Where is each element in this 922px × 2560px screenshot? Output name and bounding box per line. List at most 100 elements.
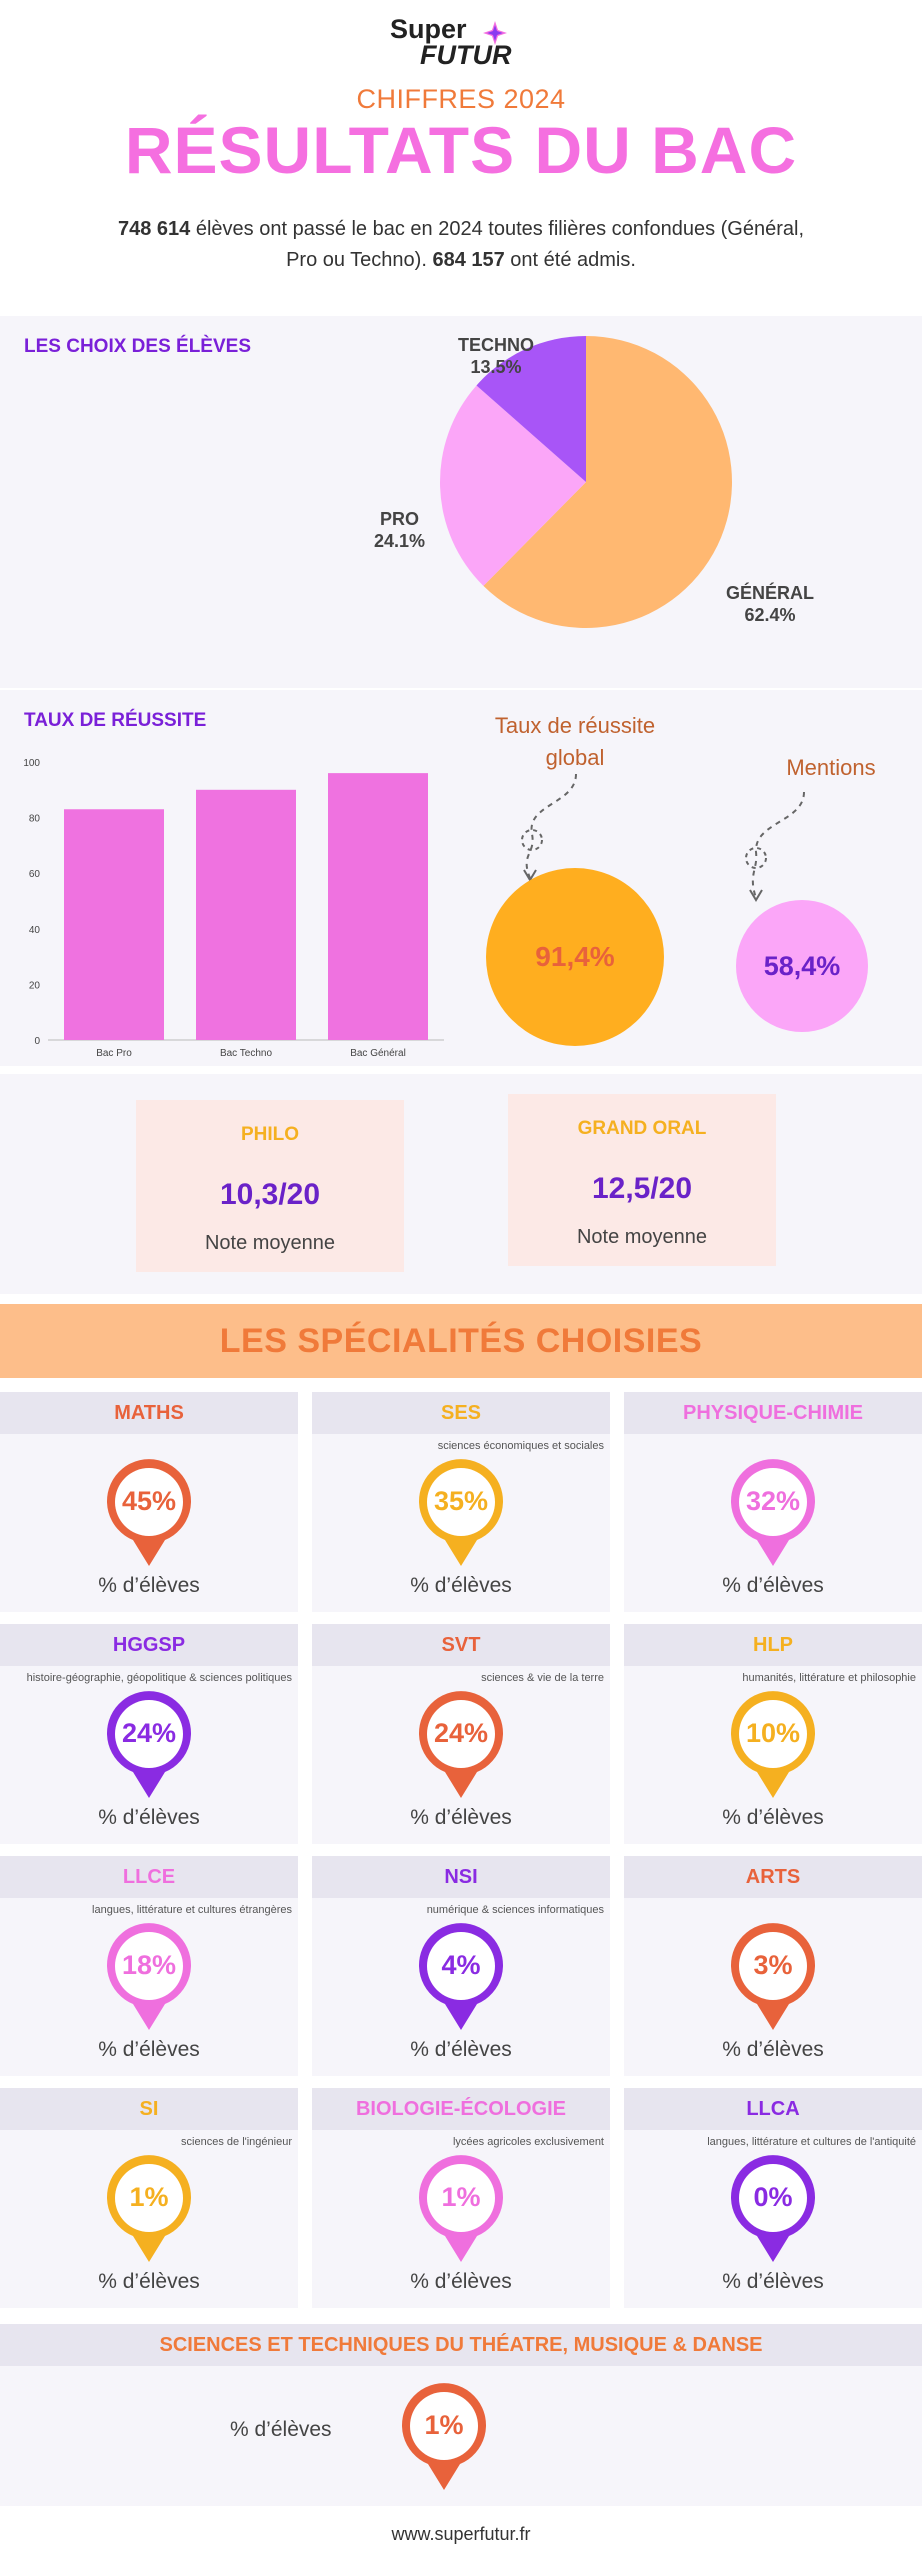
footer-url[interactable]: www.superfutur.fr <box>391 2524 531 2544</box>
specialty-value: 35% <box>433 1486 489 1516</box>
intro-candidates-count: 748 614 <box>117 218 191 240</box>
philo-card: PHILO 10,3/20 Note moyenne <box>136 1100 404 1272</box>
specialty-pin: 1% <box>103 2152 195 2264</box>
specialty-foot: % d’élèves <box>98 1806 200 1829</box>
specialty-name: PHYSIQUE-CHIMIE <box>624 1392 922 1434</box>
specialty-description: lycées agricoles exclusivement <box>452 2136 604 2148</box>
specialty-value: 4% <box>441 1950 481 1980</box>
specialty-value: 3% <box>753 1950 793 1980</box>
page-title: RÉSULTATS DU BAC <box>124 113 798 187</box>
specialty-pin: 4% <box>415 1920 507 2032</box>
pie-label-general-value: 62.4% <box>744 605 796 625</box>
specialty-pin: 24% <box>415 1688 507 1800</box>
pin-marker-icon-4 <box>419 1691 503 1798</box>
bar-category-label: Bac Général <box>350 1048 406 1059</box>
sparkle-icon <box>483 21 507 45</box>
choices-title: LES CHOIX DES ÉLÈVES <box>24 336 251 357</box>
specialty-name: NSI <box>312 1856 610 1898</box>
intro-text: 748 614 élèves ont passé le bac en 2024 … <box>100 214 822 276</box>
pie-label-techno-value: 13.5% <box>470 357 522 377</box>
pin-marker-icon-7 <box>419 1923 503 2030</box>
pie-label-general-name: GÉNÉRAL <box>726 583 815 603</box>
bar-y-tick: 60 <box>29 869 41 880</box>
specialty-pin: 35% <box>415 1456 507 1568</box>
pie-label-general: GÉNÉRAL 62.4% <box>726 582 814 626</box>
pin-marker-icon-1 <box>419 1459 503 1566</box>
specialty-description: humanités, littérature et philosophie <box>742 1672 916 1684</box>
theatre-pin: 1% <box>398 2380 490 2492</box>
pie-slice-pro <box>440 385 586 586</box>
global-rate-label-1: Taux de réussite <box>494 713 656 738</box>
superfutur-logo[interactable]: Super FUTUR <box>390 14 540 70</box>
pin-marker-icon-3 <box>107 1691 191 1798</box>
specialty-cell: SI sciences de l'ingénieur 1% % d’élèves <box>0 2088 298 2308</box>
specialty-description: sciences & vie de la terre <box>481 1672 604 1684</box>
intro-admitted-count: 684 157 <box>432 249 505 271</box>
specialty-cell: PHYSIQUE-CHIMIE 32% % d’élèves <box>624 1392 922 1612</box>
specialty-name: HGGSP <box>0 1624 298 1666</box>
specialty-description: sciences économiques et sociales <box>437 1440 604 1452</box>
grand-oral-card: GRAND ORAL 12,5/20 Note moyenne <box>508 1094 776 1266</box>
theatre-foot: % d’élèves <box>230 2418 332 2441</box>
specialty-foot: % d’élèves <box>722 2270 824 2293</box>
specialty-pin: 10% <box>727 1688 819 1800</box>
bar-y-tick: 20 <box>29 980 41 991</box>
specialty-cell: SES sciences économiques et sociales 35% % … <box>312 1392 610 1612</box>
bar-bac-pro <box>64 809 164 1040</box>
pin-marker-icon-theatre <box>402 2383 486 2490</box>
global-rate-label: Taux de réussite global <box>470 710 680 774</box>
specialty-cell: LLCA langues, littérature et cultures de … <box>624 2088 922 2308</box>
rates-bar-chart: 0 20 40 60 80 100 Bac Pro Bac Techno Bac Général <box>23 758 444 1059</box>
mentions-arrow-icon <box>745 791 805 902</box>
specialty-pin: 24% <box>103 1688 195 1800</box>
specialty-value: 24% <box>121 1718 177 1748</box>
grand-oral-sub: Note moyenne <box>576 1226 708 1248</box>
specialty-name: BIOLOGIE-ÉCOLOGIE <box>312 2088 610 2130</box>
specialty-value: 1% <box>441 2182 481 2212</box>
pin-marker-icon-10 <box>419 2155 503 2262</box>
rates-title: TAUX DE RÉUSSITE <box>24 710 207 731</box>
logo-futur-text: FUTUR <box>420 40 512 70</box>
pie-label-pro: PRO 24.1% <box>374 508 425 552</box>
year-label: CHIFFRES 2024 <box>356 84 566 114</box>
bar-y-tick: 80 <box>29 814 41 825</box>
specialty-foot: % d’élèves <box>410 1574 512 1597</box>
global-rate-label-2: global <box>545 745 605 770</box>
specialty-foot: % d’élèves <box>722 2038 824 2061</box>
pie-slice-techno <box>476 336 586 482</box>
pie-slice-général <box>483 336 732 628</box>
philo-value: 10,3/20 <box>219 1178 321 1211</box>
specialty-name: SVT <box>312 1624 610 1666</box>
specialty-name: MATHS <box>0 1392 298 1434</box>
specialties-banner: LES SPÉCIALITÉS CHOISIES <box>0 1304 922 1378</box>
specialty-pin: 18% <box>103 1920 195 2032</box>
specialty-foot: % d’élèves <box>98 2038 200 2061</box>
specialty-name: LLCA <box>624 2088 922 2130</box>
specialty-pin: 0% <box>727 2152 819 2264</box>
specialty-value: 10% <box>745 1718 801 1748</box>
specialty-cell: NSI numérique & sciences informatiques 4%%… <box>312 1856 610 2076</box>
pie-label-pro-name: PRO <box>380 509 420 529</box>
specialty-foot: % d’élèves <box>410 2038 512 2061</box>
specialties-title: LES SPÉCIALITÉS CHOISIES <box>219 1322 703 1360</box>
philo-sub: Note moyenne <box>204 1232 336 1254</box>
specialty-name: SI <box>0 2088 298 2130</box>
pie-label-pro-value: 24.1% <box>374 531 426 551</box>
bar-category-label: Bac Techno <box>220 1048 273 1059</box>
specialty-cell: HGGSP histoire-géographie, géopolitique &… <box>0 1624 298 1844</box>
pin-marker-icon-6 <box>107 1923 191 2030</box>
specialty-value: 32% <box>745 1486 801 1516</box>
specialty-description: langues, littérature et cultures étrangè… <box>92 1904 292 1916</box>
logo-super-text: Super <box>390 14 467 44</box>
specialty-pin: 45% <box>103 1456 195 1568</box>
specialty-name: HLP <box>624 1624 922 1666</box>
intro-text-2: ont été admis. <box>504 249 636 271</box>
specialty-description: sciences de l'ingénieur <box>181 2136 292 2148</box>
specialty-cell: SVT sciences & vie de la terre 24% % d’élèv… <box>312 1624 610 1844</box>
pie-label-techno-name: TECHNO <box>458 335 534 355</box>
specialty-name: SES <box>312 1392 610 1434</box>
choices-pie-chart <box>440 336 732 628</box>
bar-y-tick: 100 <box>23 758 40 769</box>
specialty-cell: HLP humanités, littérature et philosophie… <box>624 1624 922 1844</box>
specialty-value: 1% <box>129 2182 169 2212</box>
